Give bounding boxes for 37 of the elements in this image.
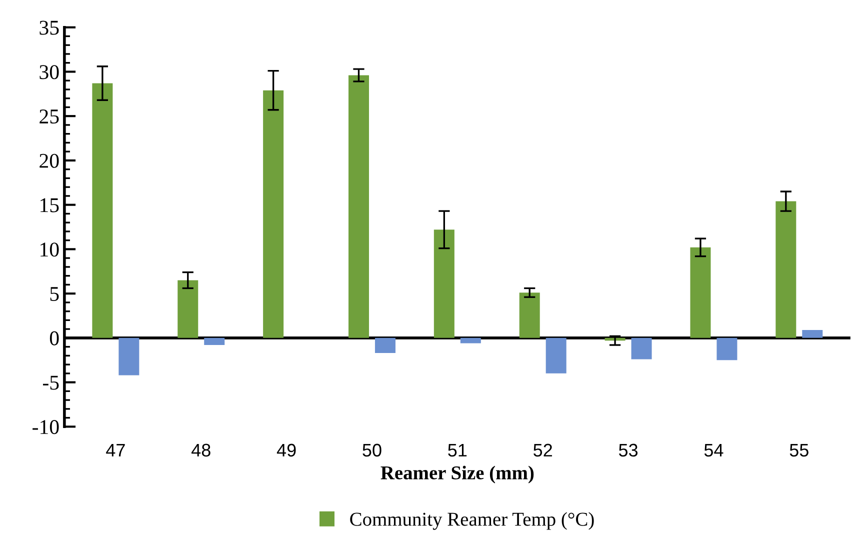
- x-tick-label: 50: [362, 444, 382, 457]
- bar: [460, 338, 481, 344]
- bar: [178, 280, 198, 338]
- bar: [631, 338, 652, 360]
- bar: [546, 338, 566, 374]
- y-tick-label: -10: [32, 420, 59, 434]
- bar: [776, 201, 796, 338]
- bar: [802, 330, 823, 338]
- bar: [92, 83, 113, 338]
- x-tick-label: 51: [448, 444, 467, 457]
- legend-label: Community Reamer Temp (°C): [350, 512, 594, 530]
- bar: [348, 75, 369, 338]
- x-tick-label: 49: [276, 444, 296, 457]
- y-tick-label: 25: [40, 110, 59, 124]
- x-tick-label: 55: [790, 444, 808, 457]
- bar: [118, 338, 140, 376]
- bar: [519, 292, 540, 338]
- x-tick-label: 52: [534, 444, 552, 457]
- y-tick-label: 15: [40, 198, 59, 212]
- y-tick-label: -5: [42, 376, 59, 390]
- bar: [204, 338, 225, 346]
- x-tick-label: 53: [618, 444, 638, 457]
- y-tick-label: 10: [40, 242, 59, 257]
- y-tick-label: 30: [40, 65, 59, 80]
- x-axis-title: Reamer Size (mm): [380, 466, 534, 484]
- bar: [374, 338, 396, 354]
- y-tick-label: 20: [40, 154, 59, 168]
- bar: [434, 230, 454, 338]
- x-tick-label: 54: [704, 444, 724, 457]
- x-tick-label: 48: [191, 444, 210, 457]
- y-tick-label: 0: [50, 331, 59, 346]
- y-tick-label: 35: [40, 20, 59, 35]
- x-tick-label: 47: [106, 444, 125, 456]
- bar: [690, 247, 711, 338]
- bar: [263, 90, 284, 338]
- y-tick-label: 5: [50, 287, 59, 301]
- bar: [716, 338, 738, 360]
